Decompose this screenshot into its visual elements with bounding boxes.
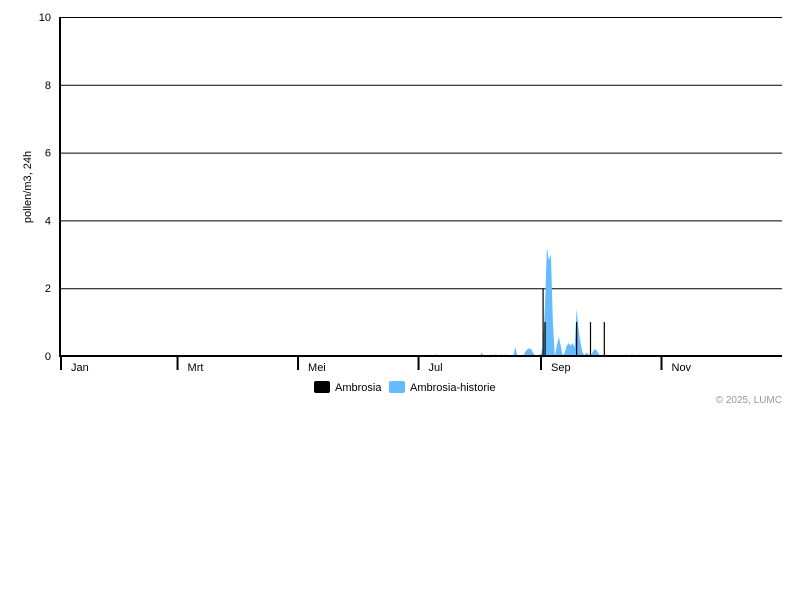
ambrosia-bar bbox=[576, 322, 578, 356]
legend-swatch-ambrosia bbox=[314, 381, 330, 393]
ambrosia-bar bbox=[603, 322, 605, 356]
legend-label-ambrosia: Ambrosia bbox=[335, 382, 382, 394]
x-tick-label: Mei bbox=[308, 362, 326, 374]
x-tick-label: Jul bbox=[429, 362, 443, 374]
y-tick-label: 8 bbox=[45, 80, 51, 92]
x-tick-label: Jan bbox=[71, 362, 89, 374]
historie-area bbox=[424, 247, 642, 356]
x-ticks: Jan Mrt Mei Jul Sep Nov bbox=[60, 356, 692, 374]
ambrosia-bar bbox=[589, 322, 592, 356]
y-axis-label: pollen/m3, 24h bbox=[22, 151, 34, 223]
x-tick-label: Mrt bbox=[188, 362, 204, 374]
legend: Ambrosia Ambrosia-historie bbox=[314, 381, 496, 394]
x-tick-label: Nov bbox=[672, 362, 692, 374]
axes bbox=[59, 17, 782, 357]
legend-swatch-historie bbox=[389, 381, 405, 393]
y-tick-labels: 0 2 4 6 8 10 bbox=[39, 12, 51, 363]
ambrosia-bar bbox=[544, 322, 546, 356]
y-tick-label: 4 bbox=[45, 215, 51, 227]
ambrosia-series bbox=[542, 288, 605, 356]
legend-item-ambrosia[interactable]: Ambrosia bbox=[314, 381, 382, 394]
legend-item-historie[interactable]: Ambrosia-historie bbox=[389, 381, 496, 394]
ambrosia-bar bbox=[542, 288, 544, 356]
y-tick-label: 10 bbox=[39, 12, 51, 24]
y-tick-label: 6 bbox=[45, 148, 51, 160]
legend-label-historie: Ambrosia-historie bbox=[410, 382, 496, 394]
grid-lines bbox=[60, 17, 782, 290]
y-tick-label: 2 bbox=[45, 283, 51, 295]
x-tick-label: Sep bbox=[551, 362, 571, 374]
copyright: © 2025, LUMC bbox=[716, 395, 782, 406]
y-tick-label: 0 bbox=[45, 351, 51, 363]
historie-series bbox=[424, 247, 642, 356]
